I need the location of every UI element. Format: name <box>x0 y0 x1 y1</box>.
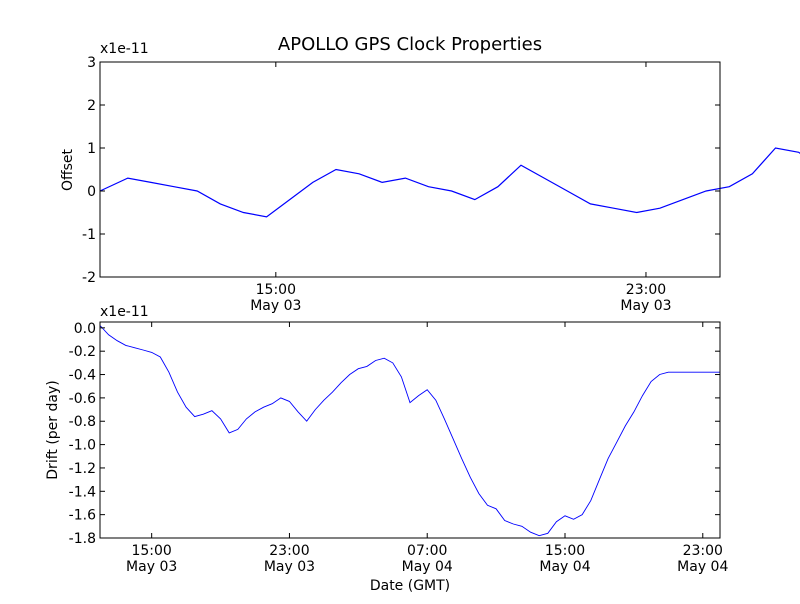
drift-ytick-label: -0.2 <box>69 344 96 360</box>
offset-ytick-label: 3 <box>87 55 96 71</box>
chart-title: APOLLO GPS Clock Properties <box>278 34 542 55</box>
offset-xtick-date-label: May 03 <box>620 298 671 314</box>
drift-ytick-label: -1.2 <box>69 461 96 477</box>
drift-xtick-date-label: May 03 <box>126 559 177 575</box>
drift-xtick-time-label: 07:00 <box>407 543 447 559</box>
drift-ytick-label: -1.0 <box>69 438 96 454</box>
drift-xtick-date-label: May 04 <box>402 559 453 575</box>
drift-xtick-time-label: 23:00 <box>269 543 309 559</box>
offset-panel: APOLLO GPS Clock Properties x1e-11 Offse… <box>60 34 800 314</box>
offset-ytick-label: 0 <box>87 184 96 200</box>
drift-plot-frame <box>99 321 721 539</box>
drift-ytick-label: -0.4 <box>69 368 96 384</box>
drift-ytick-label: -0.8 <box>69 414 96 430</box>
offset-plot-frame <box>99 61 721 278</box>
offset-ytick-label: 2 <box>87 98 96 114</box>
drift-x-axis-label: Date (GMT) <box>370 578 450 594</box>
drift-ytick-label: -1.6 <box>69 508 96 524</box>
drift-xtick-date-label: May 04 <box>677 559 728 575</box>
offset-ytick-label: 1 <box>87 141 96 157</box>
offset-y-axis-label: Offset <box>60 148 76 191</box>
drift-ytick-label: -1.8 <box>69 531 96 547</box>
drift-panel: x1e-11 Drift (per day) 0.0 -0.2 -0.4 -0.6 -0… <box>45 304 728 594</box>
drift-y-axis-label: Drift (per day) <box>45 380 61 479</box>
offset-scale-label: x1e-11 <box>100 41 149 57</box>
drift-scale-label: x1e-11 <box>100 304 149 320</box>
offset-xtick-time-label: 15:00 <box>256 282 296 298</box>
offset-series-line <box>99 147 800 218</box>
drift-ytick-label: -1.4 <box>69 484 96 500</box>
offset-ytick-label: -2 <box>82 270 96 286</box>
drift-ytick-label: 0.0 <box>74 321 96 337</box>
drift-xtick-date-label: May 04 <box>539 559 590 575</box>
drift-xtick-time-label: 15:00 <box>545 543 585 559</box>
drift-xtick-time-label: 15:00 <box>131 543 171 559</box>
drift-ytick-label: -0.6 <box>69 391 96 407</box>
drift-xtick-time-label: 23:00 <box>683 543 723 559</box>
drift-xtick-date-label: May 03 <box>264 559 315 575</box>
offset-xtick-date-label: May 03 <box>250 298 301 314</box>
offset-xtick-time-label: 23:00 <box>626 282 666 298</box>
drift-series-line <box>99 325 720 537</box>
offset-ytick-label: -1 <box>82 227 96 243</box>
